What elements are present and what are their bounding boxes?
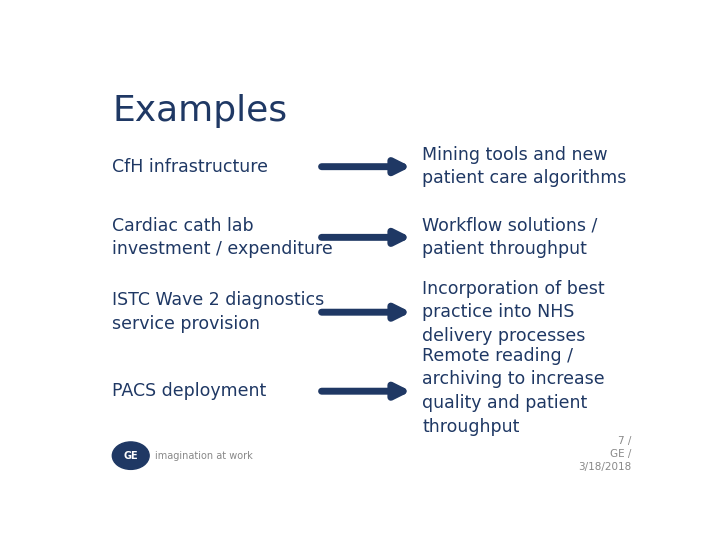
Text: CfH infrastructure: CfH infrastructure xyxy=(112,158,269,176)
Text: Examples: Examples xyxy=(112,94,287,128)
Text: GE: GE xyxy=(123,451,138,461)
Text: PACS deployment: PACS deployment xyxy=(112,382,266,400)
Text: ISTC Wave 2 diagnostics
service provision: ISTC Wave 2 diagnostics service provisio… xyxy=(112,292,325,333)
Text: Cardiac cath lab
investment / expenditure: Cardiac cath lab investment / expenditur… xyxy=(112,217,333,258)
Text: Workflow solutions /
patient throughput: Workflow solutions / patient throughput xyxy=(422,217,598,258)
Circle shape xyxy=(112,442,149,469)
Text: Incorporation of best
practice into NHS
delivery processes: Incorporation of best practice into NHS … xyxy=(422,280,605,345)
Text: 7 /
GE /
3/18/2018: 7 / GE / 3/18/2018 xyxy=(578,436,631,472)
Text: imagination at work: imagination at work xyxy=(155,451,253,461)
Text: Remote reading /
archiving to increase
quality and patient
throughput: Remote reading / archiving to increase q… xyxy=(422,347,605,436)
Text: Mining tools and new
patient care algorithms: Mining tools and new patient care algori… xyxy=(422,146,626,187)
